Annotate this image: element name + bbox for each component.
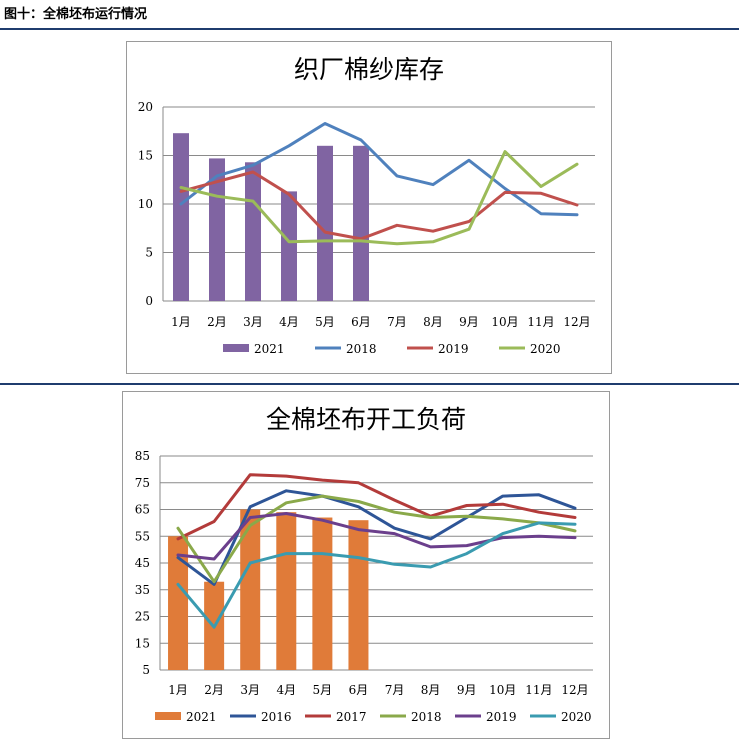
x-tick-label: 12月	[561, 683, 588, 697]
series-line-2018	[179, 122, 579, 217]
y-tick-label: 15	[138, 149, 153, 163]
x-tick-label: 4月	[276, 683, 296, 697]
chart-panel-fabric-operating-rate: 全棉坯布开工负荷 5 15 25 35 45 55 65 75 85 1月 2月 3月 4月 5月 6月 7月 8…	[122, 391, 610, 739]
series-line-2019	[176, 512, 577, 561]
y-tick-label: 55	[135, 529, 150, 543]
x-tick-label: 2月	[207, 315, 227, 329]
x-tick-label: 2月	[204, 683, 224, 697]
y-tick-label: 35	[135, 583, 150, 597]
chart-panel-yarn-inventory: 织厂棉纱库存 0 5 10 15 20 1月 2月 3月 4月 5月 6月 7月 8月 9月 10月 11月 12…	[126, 41, 612, 374]
legend-label-2021: 2021	[186, 710, 217, 724]
y-tick-label: 65	[135, 503, 150, 517]
bar-2021-4	[281, 191, 297, 301]
series-line-2017	[176, 473, 577, 541]
chart-fabric-operating-rate: 全棉坯布开工负荷 5 15 25 35 45 55 65 75 85 1月 2月 3月 4月 5月 6月 7月 8…	[135, 405, 593, 724]
chart-yarn-inventory: 织厂棉纱库存 0 5 10 15 20 1月 2月 3月 4月 5月 6月 7月 8月 9月 10月 11月 12…	[138, 55, 595, 356]
y-tick-label: 75	[135, 476, 150, 490]
y-tick-label: 45	[135, 556, 150, 570]
x-tick-label: 8月	[423, 315, 443, 329]
legend-label-2021: 2021	[254, 342, 285, 356]
x-tick-label: 5月	[313, 683, 333, 697]
legend-label-2016: 2016	[261, 710, 292, 724]
x-tick-label: 9月	[459, 315, 479, 329]
legend-label-2018: 2018	[411, 710, 442, 724]
bar-2021-1	[168, 536, 189, 670]
y-tick-label: 25	[135, 610, 150, 624]
x-tick-label: 6月	[349, 683, 369, 697]
legend-swatch-2021	[223, 344, 249, 352]
legend-swatch-2021	[155, 712, 181, 720]
middle-rule	[0, 383, 739, 385]
legend-label-2019: 2019	[486, 710, 517, 724]
series-line-2020	[179, 150, 579, 246]
x-tick-label: 3月	[243, 315, 263, 329]
figure-title: 图十：全棉坯布运行情况	[4, 7, 148, 22]
bar-2021-6	[353, 145, 369, 301]
x-tick-label: 6月	[351, 315, 371, 329]
series-line-2018	[176, 494, 577, 584]
y-tick-label: 10	[138, 197, 153, 211]
legend-label-2017: 2017	[336, 710, 367, 724]
series-line-2020	[176, 521, 577, 629]
bar-2021-4	[276, 512, 297, 670]
x-tick-label: 12月	[563, 315, 590, 329]
bar-2021-5	[312, 517, 333, 670]
x-tick-label: 11月	[527, 315, 554, 329]
legend-label-2020: 2020	[561, 710, 592, 724]
chart-title: 织厂棉纱库存	[294, 55, 444, 84]
bar-2021-3	[240, 509, 261, 670]
x-tick-label: 4月	[279, 315, 299, 329]
y-tick-label: 15	[135, 636, 150, 650]
top-rule	[0, 28, 739, 30]
bar-2021-5	[317, 145, 333, 301]
x-tick-label: 3月	[240, 683, 260, 697]
x-tick-label: 5月	[315, 315, 335, 329]
x-tick-label: 1月	[168, 683, 188, 697]
y-tick-label: 5	[145, 246, 153, 260]
x-tick-label: 11月	[525, 683, 552, 697]
y-tick-label: 0	[145, 294, 153, 308]
series-line-2016	[176, 489, 577, 586]
legend-label-2019: 2019	[438, 342, 469, 356]
y-tick-label: 5	[142, 663, 150, 677]
chart-title: 全棉坯布开工负荷	[266, 405, 466, 434]
x-tick-label: 7月	[385, 683, 405, 697]
legend-label-2020: 2020	[530, 342, 561, 356]
x-tick-label: 7月	[387, 315, 407, 329]
series-line-2019	[179, 170, 579, 241]
bar-2021-6	[348, 520, 369, 670]
bar-2021-1	[173, 133, 189, 301]
legend-label-2018: 2018	[346, 342, 377, 356]
x-tick-label: 8月	[421, 683, 441, 697]
y-tick-label: 85	[135, 449, 150, 463]
x-tick-label: 1月	[171, 315, 191, 329]
y-tick-label: 20	[138, 100, 153, 114]
x-tick-label: 10月	[491, 315, 518, 329]
x-tick-label: 9月	[457, 683, 477, 697]
x-tick-label: 10月	[489, 683, 516, 697]
bar-2021-3	[245, 162, 261, 301]
